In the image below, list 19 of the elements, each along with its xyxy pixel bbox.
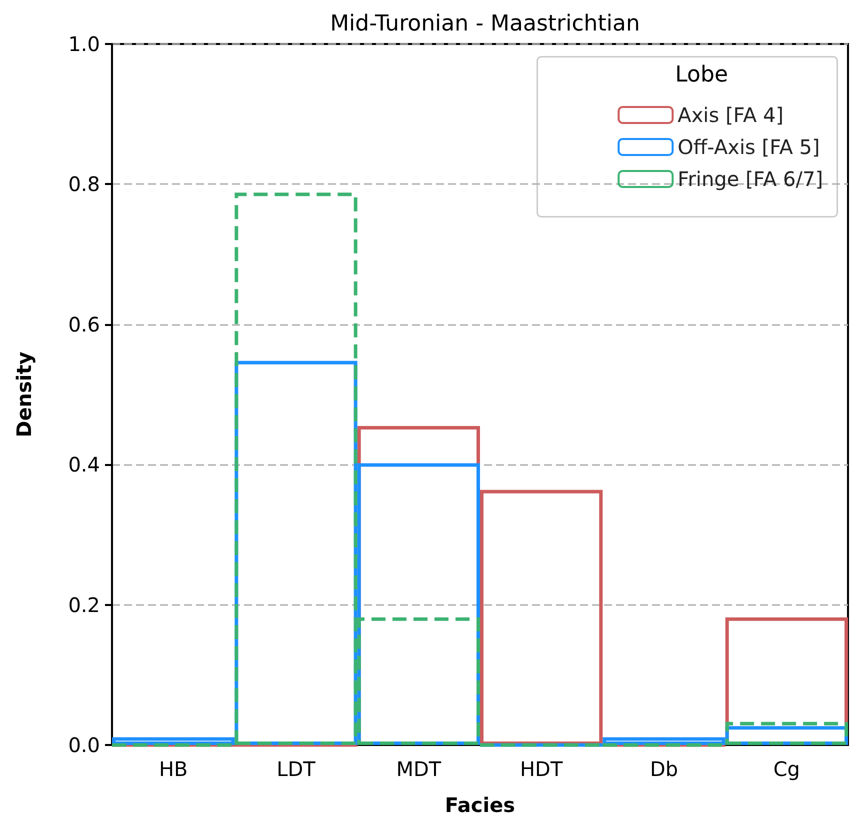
y-tick-label: 0.8 [68, 172, 100, 196]
x-axis-title: Facies [444, 793, 516, 817]
x-tick-label: HDT [520, 757, 564, 781]
legend-title: Lobe [675, 62, 728, 88]
chart-title: Mid-Turonian - Maastrichtian [330, 12, 640, 36]
y-axis-title: Density [12, 352, 36, 438]
x-tick-label: MDT [396, 757, 442, 781]
legend-label: Off-Axis [FA 5] [678, 135, 820, 159]
y-tick-label: 1.0 [68, 32, 100, 56]
x-tick-label: LDT [276, 757, 316, 781]
y-tick-label: 0.2 [68, 592, 100, 617]
x-tick-label: HB [158, 757, 188, 781]
x-tick-label: Cg [773, 757, 800, 781]
legend-label: Axis [FA 4] [678, 103, 784, 127]
y-tick-label: 0.6 [68, 312, 100, 336]
y-tick-label: 0.0 [68, 733, 100, 757]
y-tick-label: 0.4 [68, 452, 100, 477]
legend-label: Fringe [FA 6/7] [678, 167, 824, 191]
x-tick-label: Db [650, 757, 678, 781]
